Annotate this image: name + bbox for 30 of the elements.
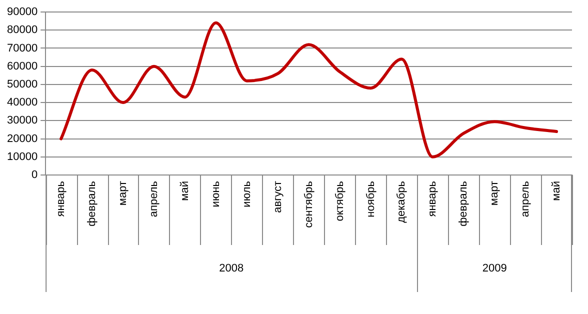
x-tick-label: октябрь [334,180,346,222]
x-tick-label: май [550,181,563,201]
x-tick-label: февраль [458,180,470,226]
x-tick-label: май [178,181,191,201]
x-tick-label: июль [240,180,253,208]
x-tick-label: август [272,181,284,213]
y-tick-label: 90000 [6,6,38,18]
line-series [60,21,558,158]
x-tick-label: сентябрь [302,180,315,228]
x-tick-label: январь [55,180,68,217]
x-tick-label: апрель [148,180,160,218]
y-tick-label: 30000 [6,114,38,127]
x-tick-label: декабрь [396,180,408,223]
y-tick-label: 50000 [6,78,38,90]
text: 2009 [482,262,507,275]
x-tick-label: февраль [86,180,98,226]
y-tick-label: 40000 [6,96,38,109]
x-tick-label: ноябрь [364,180,377,218]
x-tick-label: июнь [210,180,222,208]
y-tick-label: 0 [31,169,38,182]
y-tick-label: 60000 [6,60,38,72]
y-tick-label: 70000 [6,42,38,54]
x-tick-label: январь [426,180,439,217]
x-tick-label: март [488,181,501,206]
y-tick-label: 80000 [6,24,38,36]
y-tick-label: 20000 [6,132,38,145]
x-tick-label: апрель [520,180,532,218]
x-tick-label: март [117,181,130,206]
text: 2008 [219,262,244,275]
y-tick-label: 10000 [6,150,38,163]
